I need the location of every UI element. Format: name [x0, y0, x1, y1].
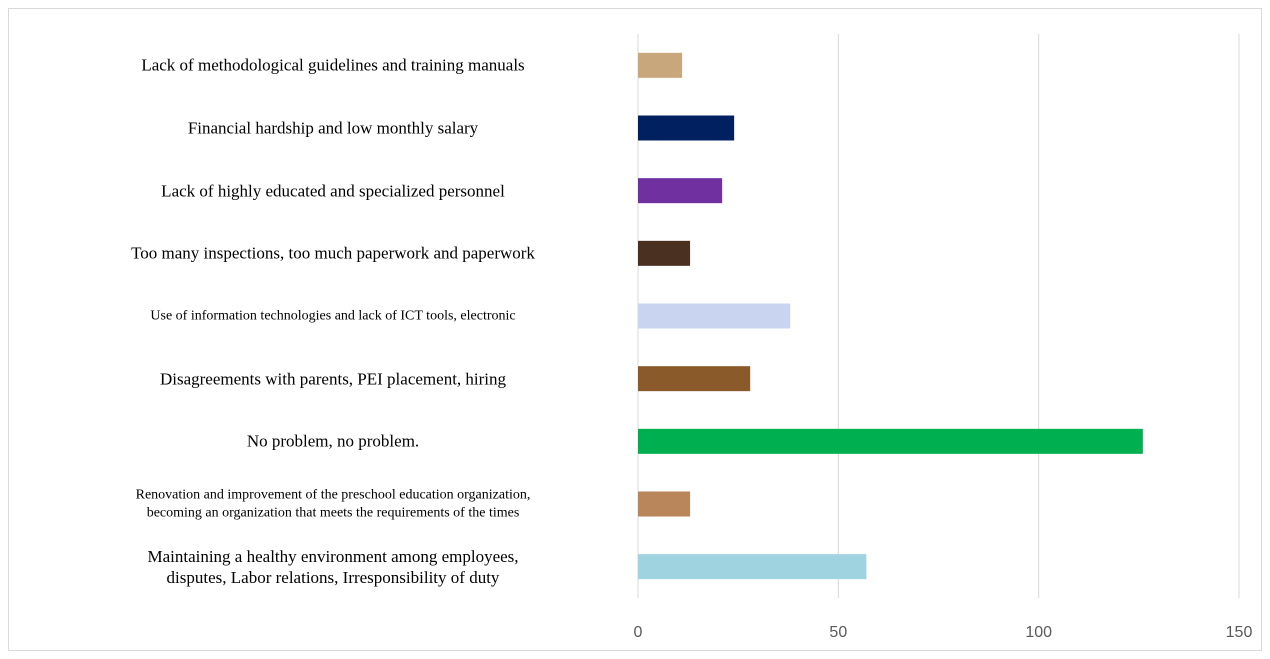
bar: [638, 240, 691, 266]
x-tick-label: 150: [1226, 624, 1253, 641]
bar: [638, 115, 735, 141]
y-tick-label: Financial hardship and low monthly salar…: [187, 118, 479, 138]
y-tick-label: No problem, no problem.: [246, 431, 420, 451]
y-tick-label: Maintaining a healthy environment among …: [147, 546, 519, 587]
x-tick-label: 100: [1025, 624, 1052, 641]
bar: [638, 366, 751, 392]
bar: [638, 428, 1143, 454]
y-tick-label: Lack of highly educated and specialized …: [161, 181, 505, 201]
y-tick-label: Disagreements with parents, PEI placemen…: [159, 369, 507, 389]
y-tick-label: Use of information technologies and lack…: [150, 308, 516, 324]
bar: [638, 303, 791, 329]
bar: [638, 491, 691, 517]
bar: [638, 554, 867, 580]
bar: [638, 52, 683, 78]
y-tick-label: Too many inspections, too much paperwork…: [131, 243, 535, 263]
y-tick-label: Renovation and improvement of the presch…: [135, 487, 531, 521]
x-tick-label: 0: [634, 624, 643, 641]
bar: [638, 178, 723, 204]
x-tick-label: 50: [829, 624, 847, 641]
chart-border: [8, 8, 1262, 651]
y-tick-label: Lack of methodological guidelines and tr…: [141, 55, 525, 75]
